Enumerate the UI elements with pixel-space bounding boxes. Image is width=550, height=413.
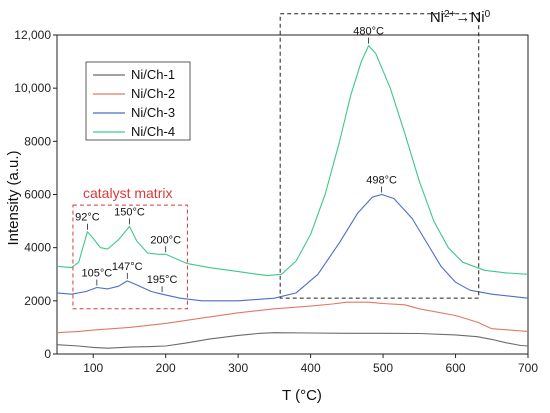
region-label-ni-arrow: →Ni — [455, 9, 484, 26]
series-line-ni-ch-3 — [56, 193, 529, 302]
region-box-1 — [279, 13, 480, 299]
y-tick-label-1: 2000 — [24, 294, 51, 308]
peak-label-1: 150°C — [114, 206, 145, 218]
y-tick-label-4: 8000 — [24, 134, 51, 148]
region-label-ni-prefix: Ni — [430, 9, 444, 26]
x-tick-label-3: 400 — [301, 361, 321, 375]
region-label-catalyst-matrix: catalyst matrix — [83, 185, 172, 201]
region-label-ni-sup2: 0 — [485, 9, 491, 20]
y-tick-label-3: 6000 — [24, 188, 51, 202]
peak-label-2: 200°C — [150, 234, 181, 246]
y-axis-title: Intensity (a.u.) — [5, 150, 22, 245]
y-tick-label-5: 10,000 — [14, 81, 51, 95]
peak-label-7: 498°C — [366, 175, 397, 187]
x-tick-label-4: 500 — [373, 361, 393, 375]
legend-label-ni-ch-1: Ni/Ch-1 — [131, 67, 175, 82]
y-tick-label-2: 4000 — [24, 241, 51, 255]
peak-label-6: 480°C — [353, 26, 384, 38]
legend-label-ni-ch-3: Ni/Ch-3 — [131, 105, 175, 120]
y-tick-label-6: 12,000 — [14, 28, 51, 42]
region-box-0 — [72, 204, 188, 310]
legend-label-ni-ch-4: Ni/Ch-4 — [131, 124, 175, 139]
peak-label-5: 195°C — [147, 274, 178, 286]
x-tick-label-0: 100 — [83, 361, 103, 375]
x-tick-label-6: 700 — [518, 361, 538, 375]
legend: Ni/Ch-1 Ni/Ch-2 Ni/Ch-3 Ni/Ch-4 — [85, 61, 191, 141]
region-label-ni-sup1: 2+ — [444, 9, 456, 20]
x-tick-label-5: 600 — [446, 361, 466, 375]
y-tick-label-0: 0 — [44, 347, 51, 361]
series-line-ni-ch-4 — [56, 45, 529, 277]
x-tick-label-2: 300 — [228, 361, 248, 375]
series-line-ni-ch-1 — [56, 332, 529, 349]
peak-label-0: 92°C — [75, 212, 100, 224]
peak-label-3: 105°C — [82, 268, 113, 280]
region-label-ni-reduction: Ni2+→Ni0 — [430, 9, 491, 27]
x-axis-title: T (°C) — [282, 387, 322, 404]
legend-label-ni-ch-2: Ni/Ch-2 — [131, 86, 175, 101]
series-line-ni-ch-2 — [56, 301, 529, 334]
peak-label-4: 147°C — [112, 261, 143, 273]
x-tick-label-1: 200 — [156, 361, 176, 375]
